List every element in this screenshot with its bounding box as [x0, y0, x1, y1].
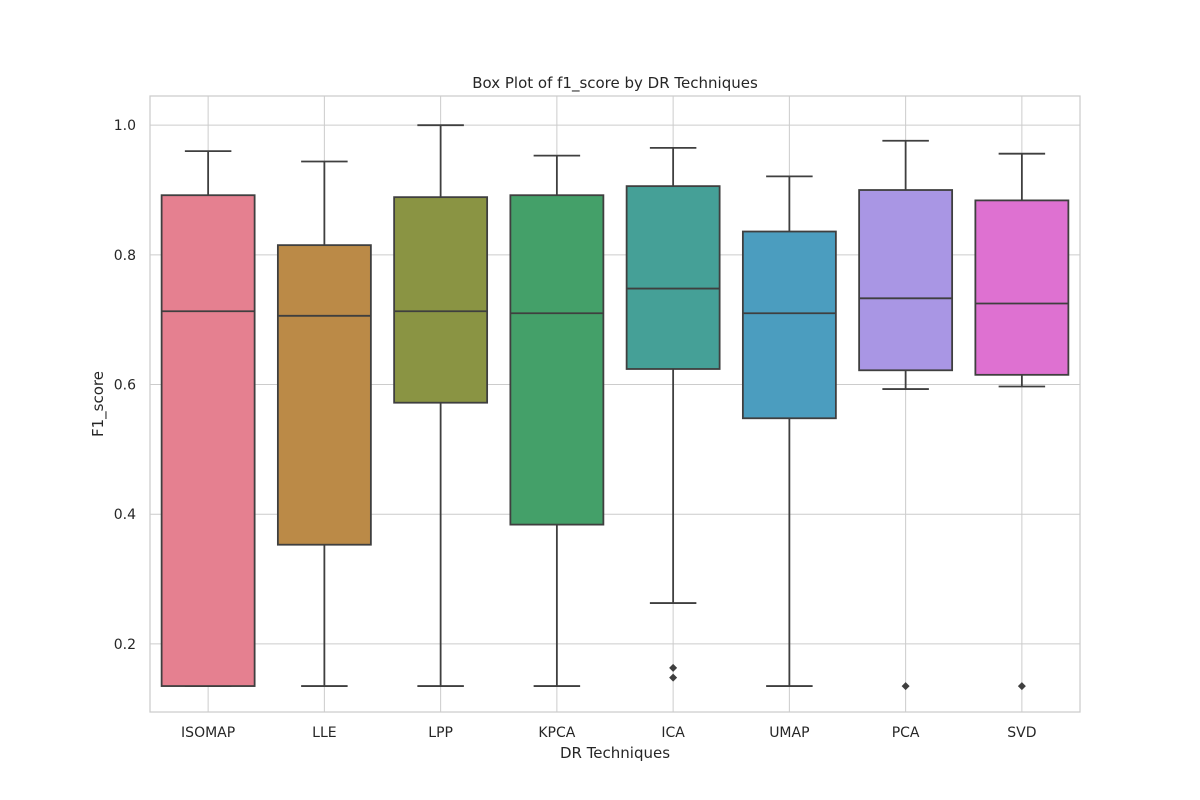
- box-isomap: [160, 150, 256, 687]
- x-tick-label: KPCA: [538, 725, 575, 741]
- box-lle: [276, 160, 372, 687]
- x-tick-label: ISOMAP: [181, 725, 235, 741]
- y-tick-label: 0.6: [114, 378, 136, 394]
- y-tick-labels: 0.2 0.4 0.6 0.8 1.0: [114, 118, 136, 653]
- outlier-point: [669, 663, 678, 672]
- box-svd: [974, 152, 1070, 691]
- x-tick-label: LLE: [312, 725, 336, 741]
- x-tick-label: LPP: [428, 725, 453, 741]
- x-tick-labels: ISOMAP LLE LPP KPCA ICA UMAP PCA SVD: [181, 725, 1036, 741]
- x-tick-label: ICA: [661, 725, 685, 741]
- box-iqr: [625, 185, 721, 370]
- box-lpp: [393, 124, 489, 687]
- outlier-point: [1017, 682, 1026, 691]
- y-axis-title: F1_score: [89, 371, 108, 437]
- box-iqr: [741, 230, 837, 420]
- box-umap: [741, 175, 837, 687]
- box-iqr: [393, 196, 489, 404]
- y-tick-label: 1.0: [114, 118, 136, 134]
- box-ica: [625, 146, 721, 682]
- x-axis-title: DR Techniques: [560, 744, 670, 762]
- chart-title: Box Plot of f1_score by DR Techniques: [472, 74, 758, 93]
- x-tick-label: UMAP: [769, 725, 809, 741]
- y-tick-label: 0.4: [114, 507, 136, 523]
- boxes-group: [160, 124, 1070, 691]
- outlier-point: [669, 673, 678, 682]
- box-iqr: [276, 244, 372, 546]
- box-iqr: [974, 199, 1070, 376]
- x-tick-label: PCA: [892, 725, 920, 741]
- box-pca: [858, 139, 954, 691]
- y-tick-label: 0.2: [114, 637, 136, 653]
- box-iqr: [509, 194, 605, 526]
- box-iqr: [160, 194, 256, 687]
- box-iqr: [858, 189, 954, 372]
- y-tick-label: 0.8: [114, 248, 136, 264]
- box-kpca: [509, 154, 605, 687]
- outlier-point: [901, 682, 910, 691]
- x-tick-label: SVD: [1007, 725, 1036, 741]
